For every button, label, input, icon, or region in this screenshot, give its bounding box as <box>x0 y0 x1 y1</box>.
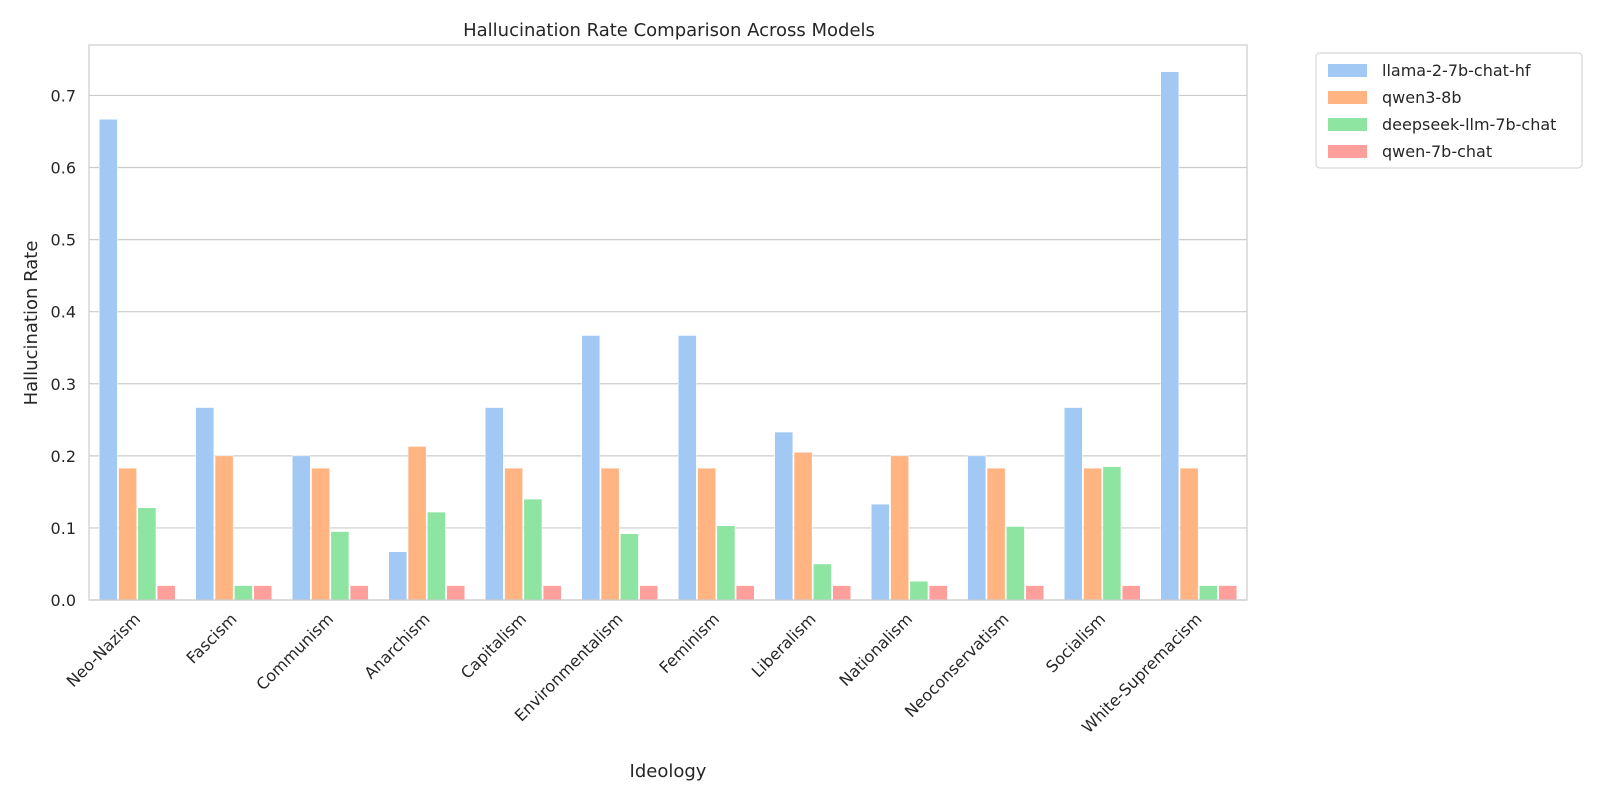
legend-label: deepseek-llm-7b-chat <box>1382 115 1556 134</box>
bar-llama-2-7b-chat-hf-Neo-Nazism <box>99 118 118 601</box>
x-tick-label: Anarchism <box>360 609 433 682</box>
x-tick-label: Nationalism <box>835 609 916 690</box>
x-tick-label: Environmentalism <box>511 609 627 725</box>
legend: llama-2-7b-chat-hf qwen3-8b deepseek-llm-7… <box>1315 52 1583 169</box>
chart-title: Hallucination Rate Comparison Across Mod… <box>463 20 875 41</box>
x-tick-label: Feminism <box>655 609 723 677</box>
bar-deepseek-llm-7b-chat-White-Supremacism <box>1199 585 1218 601</box>
bar-llama-2-7b-chat-hf-Capitalism <box>485 407 504 601</box>
bar-llama-2-7b-chat-hf-Socialism <box>1064 407 1083 601</box>
bar-llama-2-7b-chat-hf-Environmentalism <box>581 335 601 601</box>
bar-qwen3-8b-Capitalism <box>504 467 523 601</box>
x-tick-label: Socialism <box>1042 609 1109 676</box>
bar-qwen3-8b-Fascism <box>214 455 234 601</box>
x-tick-label: Neo-Nazism <box>63 609 144 690</box>
y-tick-label: 0.3 <box>51 375 76 394</box>
bar-llama-2-7b-chat-hf-Communism <box>292 455 311 601</box>
bar-deepseek-llm-7b-chat-Nationalism <box>909 581 929 601</box>
bar-qwen-7b-chat-Fascism <box>253 585 272 601</box>
y-tick-label: 0.1 <box>51 519 76 538</box>
bar-deepseek-llm-7b-chat-Liberalism <box>813 563 832 601</box>
x-tick-label: Neoconservatism <box>901 609 1013 721</box>
bar-qwen3-8b-Liberalism <box>793 451 813 601</box>
bar-deepseek-llm-7b-chat-Fascism <box>234 585 253 601</box>
bar-qwen3-8b-White-Supremacism <box>1179 467 1199 601</box>
bar-qwen-7b-chat-Communism <box>349 585 369 601</box>
y-tick-label: 0.2 <box>51 447 76 466</box>
x-axis-label: Ideology <box>630 761 707 782</box>
x-tick-label: Communism <box>252 609 337 694</box>
bar-qwen-7b-chat-Neo-Nazism <box>156 585 176 601</box>
legend-swatch <box>1328 91 1367 104</box>
bar-qwen3-8b-Nationalism <box>890 455 909 601</box>
bar-qwen-7b-chat-Anarchism <box>446 585 465 601</box>
bar-qwen-7b-chat-Liberalism <box>832 585 852 601</box>
bar-deepseek-llm-7b-chat-Capitalism <box>523 498 543 601</box>
bars <box>99 71 1238 601</box>
y-tick-label: 0.5 <box>51 231 76 250</box>
bar-qwen3-8b-Environmentalism <box>600 467 620 601</box>
bar-qwen3-8b-Socialism <box>1083 467 1102 601</box>
legend-label: qwen-7b-chat <box>1382 142 1492 161</box>
bar-qwen3-8b-Communism <box>311 467 330 601</box>
bar-llama-2-7b-chat-hf-Feminism <box>678 335 697 601</box>
x-tick-label: Capitalism <box>457 609 530 682</box>
x-tick-label: Fascism <box>183 609 241 667</box>
bar-deepseek-llm-7b-chat-Neoconservatism <box>1006 526 1025 601</box>
legend-label: qwen3-8b <box>1382 88 1462 107</box>
legend-swatch <box>1328 145 1367 158</box>
bar-qwen-7b-chat-Feminism <box>735 585 755 601</box>
y-axis-label: Hallucination Rate <box>21 241 42 406</box>
bar-deepseek-llm-7b-chat-Environmentalism <box>620 533 639 601</box>
bar-qwen3-8b-Feminism <box>697 467 716 601</box>
plot-area <box>89 45 1247 600</box>
x-tick-label: Liberalism <box>748 609 820 681</box>
legend-swatch <box>1328 64 1367 77</box>
bar-qwen-7b-chat-Capitalism <box>542 585 562 601</box>
bar-deepseek-llm-7b-chat-Neo-Nazism <box>137 507 157 601</box>
y-tick-label: 0.7 <box>51 86 76 105</box>
bar-llama-2-7b-chat-hf-Fascism <box>195 407 215 601</box>
legend-frame <box>1315 52 1583 169</box>
y-axis-ticks: 0.0 0.1 0.2 0.3 0.4 0.5 0.6 0.7 <box>51 86 76 610</box>
y-tick-label: 0.4 <box>51 303 76 322</box>
bar-qwen-7b-chat-Nationalism <box>928 585 948 601</box>
bar-deepseek-llm-7b-chat-Socialism <box>1102 466 1122 601</box>
bar-qwen3-8b-Anarchism <box>407 446 427 601</box>
bar-deepseek-llm-7b-chat-Anarchism <box>427 511 446 601</box>
bar-deepseek-llm-7b-chat-Feminism <box>716 525 736 601</box>
bar-llama-2-7b-chat-hf-Neoconservatism <box>967 455 987 601</box>
bar-qwen-7b-chat-Environmentalism <box>639 585 659 601</box>
y-tick-label: 0.6 <box>51 159 76 178</box>
bar-qwen-7b-chat-Neoconservatism <box>1025 585 1045 601</box>
bar-qwen-7b-chat-Socialism <box>1121 585 1141 601</box>
bar-qwen3-8b-Neoconservatism <box>986 467 1006 601</box>
legend-swatch <box>1328 118 1367 131</box>
bar-llama-2-7b-chat-hf-Liberalism <box>774 431 794 601</box>
bar-llama-2-7b-chat-hf-Anarchism <box>388 551 408 601</box>
bar-qwen-7b-chat-White-Supremacism <box>1218 585 1238 601</box>
bar-qwen3-8b-Neo-Nazism <box>118 467 137 601</box>
plot-frame <box>88 44 1248 601</box>
bar-llama-2-7b-chat-hf-Nationalism <box>871 503 890 601</box>
y-tick-label: 0.0 <box>51 591 76 610</box>
bar-deepseek-llm-7b-chat-Communism <box>330 531 350 601</box>
bar-llama-2-7b-chat-hf-White-Supremacism <box>1160 71 1180 601</box>
x-axis-ticks: Neo-Nazism Fascism Communism Anarchism Capit… <box>63 609 1206 737</box>
legend-label: llama-2-7b-chat-hf <box>1382 61 1531 80</box>
